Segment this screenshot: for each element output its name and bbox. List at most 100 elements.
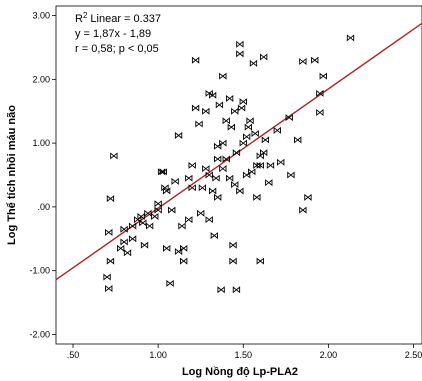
x-tick-label: 1.50 [234,350,252,360]
data-point [195,120,203,128]
data-point [202,165,210,173]
regression-line-group [55,22,422,281]
data-point [105,285,113,293]
data-point [178,222,186,230]
y-tick-label: -1.00 [29,266,50,276]
data-point [106,257,115,265]
data-point [154,206,162,214]
data-point [225,94,234,102]
r2-annotation: R2 Linear = 0.337 [75,11,161,25]
data-point [266,161,275,169]
r2-symbol: R [75,13,83,25]
data-point [253,161,261,169]
data-point [227,123,235,131]
data-point [140,241,149,249]
data-point [249,59,258,67]
data-point [163,244,171,252]
data-point [232,286,241,294]
data-point [229,257,237,265]
data-point [304,193,312,201]
plot-frame [55,5,422,345]
data-point [299,206,307,214]
data-point [239,98,247,106]
data-point [285,114,293,122]
x-tick-label: .50 [67,350,80,360]
data-point [128,222,137,230]
data-point [219,139,227,147]
x-tick-label: 2.50 [405,350,422,360]
data-point [215,101,224,109]
data-point [208,187,217,195]
data-point [256,161,264,169]
data-point [159,168,167,176]
data-point [229,241,237,249]
data-point [191,56,200,64]
data-point [214,155,222,163]
data-point [188,184,196,192]
data-point [180,257,188,265]
data-point [316,109,324,116]
data-point [260,53,268,61]
data-point [185,216,193,224]
data-point [248,168,256,176]
data-point [237,104,246,112]
y-axis-title: Log Thể tích nhồi máu não [6,105,18,245]
correlation-annotation: r = 0,58; p < 0,05 [75,43,159,55]
data-point [287,171,295,179]
data-point [145,222,154,230]
data-point [265,179,273,187]
x-axis: .50 1.00 1.50 2.00 2.50 [67,344,422,360]
data-point [273,126,281,134]
regression-line [55,22,422,281]
data-point [236,40,244,48]
data-point [222,117,230,125]
data-point [144,209,152,217]
data-point [205,89,213,97]
data-point [106,195,115,203]
data-point [174,248,183,256]
data-point [208,91,217,99]
data-point [174,131,183,139]
data-point [256,257,264,265]
data-point [188,161,196,169]
y-tick-label: -2.00 [29,329,50,339]
data-point [219,165,227,173]
data-point [163,187,171,195]
data-point [311,56,319,64]
data-point [185,174,193,182]
data-point [123,249,132,257]
data-point [243,171,251,179]
data-point [316,89,324,97]
data-points [103,34,355,294]
data-point [246,117,254,125]
y-tick-label: .00 [37,202,50,212]
data-point [294,136,302,144]
data-point [319,72,327,80]
data-point [232,149,241,157]
data-point [236,50,244,58]
data-point [180,244,188,252]
equation-annotation: y = 1,87x - 1,89 [75,28,151,40]
data-point [117,244,125,252]
y-tick-label: 2.00 [32,74,50,84]
data-point [236,187,244,195]
data-point [261,136,270,144]
data-point [103,273,111,281]
x-axis-title: Log Nồng độ Lp-PLA2 [182,366,298,378]
data-point [205,171,213,179]
data-point [151,212,159,220]
data-point [105,228,113,236]
data-point [128,235,137,243]
data-point [198,184,207,192]
data-point [217,286,225,294]
x-tick-label: 2.00 [320,350,338,360]
data-point [214,142,222,150]
data-point [120,238,128,246]
data-point [214,193,222,201]
y-axis: -2.00 -1.00 .00 1.00 2.00 3.00 [29,11,56,339]
data-point [154,200,162,208]
data-point [299,57,307,65]
y-tick-label: 1.00 [32,138,50,148]
data-point [210,232,218,240]
